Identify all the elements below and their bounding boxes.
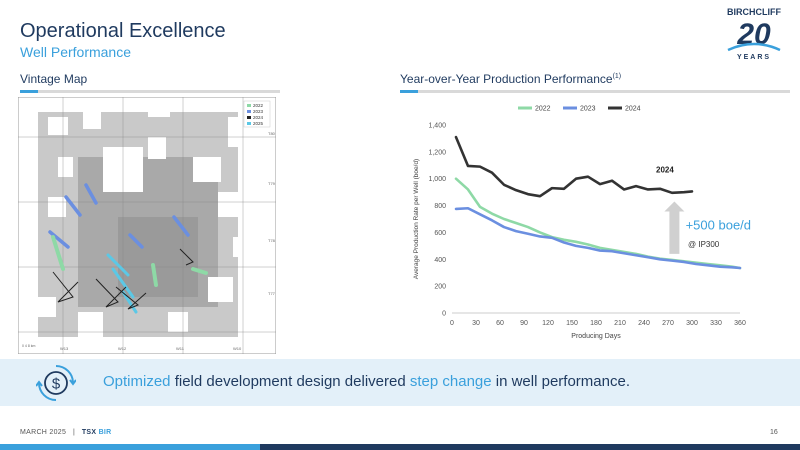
x-tick-label: 0 [450,320,454,327]
series-line [454,206,742,270]
legend-label: 2023 [580,106,596,113]
footer-separator: | [72,429,76,436]
township-t79: T79 [268,181,276,186]
key-message-banner [0,359,800,406]
vintage-map-rule-accent [20,90,38,93]
logo-years: YEARS [737,54,771,61]
map-scale: 0 4 8 km [22,344,36,348]
map-wells-2024 [52,248,194,310]
map-land-tracts [38,112,238,337]
y-tick-label: 1,400 [428,123,446,130]
footer-bar [0,444,800,450]
page-title: Operational Excellence [20,20,226,42]
banner-text: Optimized field development design deliv… [103,373,630,390]
x-tick-label: 300 [686,320,698,327]
range-w11: W11 [176,346,185,351]
uplift-sub: @ IP300 [688,240,720,249]
logo-wordmark: BIRCHCLIFF [727,7,781,17]
company-logo: BIRCHCLIFF 20 YEARS [727,7,781,61]
production-rule-accent [400,90,418,93]
y-tick-label: 1,000 [428,176,446,183]
y-tick-label: 0 [442,311,446,318]
vintage-map-rule [20,90,280,93]
map-grid-lines [18,97,276,354]
range-w10: W10 [233,346,242,351]
legend-2024: 2024 [253,115,264,120]
banner-text-end: in well performance. [491,373,630,390]
y-tick-label: 1,200 [428,149,446,156]
x-tick-label: 270 [662,320,674,327]
x-tick-label: 210 [614,320,626,327]
page-subtitle: Well Performance [20,44,132,60]
x-tick-label: 180 [590,320,602,327]
map-wells-2023 [48,183,190,249]
x-tick-label: 240 [638,320,650,327]
township-t77: T77 [268,291,276,296]
y-tick-label: 800 [434,203,446,210]
township-t78: T78 [268,238,276,243]
y-tick-label: 200 [434,284,446,291]
legend-2022: 2022 [253,103,264,108]
footer-exchange: TSX [81,429,97,436]
x-tick-label: 360 [734,320,746,327]
dollar-cycle-icon: $ [36,365,76,401]
x-tick-label: 330 [710,320,722,327]
map-range-labels: W13 W12 W11 W10 [60,346,242,351]
y-tick-label: 600 [434,230,446,237]
x-tick-label: 60 [496,320,504,327]
vintage-map: 2022 2023 2024 2025 T80 T79 T78 T77 W13 … [18,97,276,354]
map-township-labels: T80 T79 T78 T77 [268,131,276,296]
range-w13: W13 [60,346,69,351]
x-tick-label: 120 [542,320,554,327]
uplift-arrow [664,201,685,254]
production-chart: 0 200 400 600 800 1,000 1,200 1,400 0 30 60 90 120 15… [413,106,751,341]
footer-ticker: BIR [98,429,112,436]
banner-highlight-step-change: step change [409,373,492,390]
footer-info: MARCH 2025 | TSX BIR [20,429,112,436]
production-rule [400,90,790,93]
map-wells-2022 [51,235,208,287]
map-wells-2025 [106,253,138,314]
range-w12: W12 [118,346,127,351]
footer-bar-accent [0,444,260,450]
legend-label: 2022 [535,106,551,113]
legend-2023: 2023 [253,109,264,114]
legend-label: 2024 [625,106,641,113]
page-number: 16 [770,429,778,436]
production-heading-text: Year-over-Year Production Performance [400,72,613,86]
banner-highlight-optimized: Optimized [103,373,171,390]
series-line [454,135,694,198]
map-legend: 2022 2023 2024 2025 [243,100,271,128]
footer-date: MARCH 2025 [20,429,67,436]
banner-text-middle: field development design delivered [170,373,410,390]
x-tick-label: 90 [520,320,528,327]
x-axis-title: Producing Days [571,333,621,340]
x-tick-label: 30 [472,320,480,327]
production-heading: Year-over-Year Production Performance(1) [400,72,621,86]
x-tick-label: 150 [566,320,578,327]
series-line [454,177,742,270]
svg-text:$: $ [52,376,61,393]
legend-2025: 2025 [253,121,264,126]
y-tick-label: 400 [434,257,446,264]
production-heading-footnote: (1) [612,73,622,80]
township-t80: T80 [268,131,276,136]
series-2024-label: 2024 [656,166,674,175]
uplift-value: +500 boe/d [686,218,751,233]
y-axis-title: Average Production Rate per Well (boe/d) [413,159,420,279]
vintage-map-heading: Vintage Map [20,72,88,86]
